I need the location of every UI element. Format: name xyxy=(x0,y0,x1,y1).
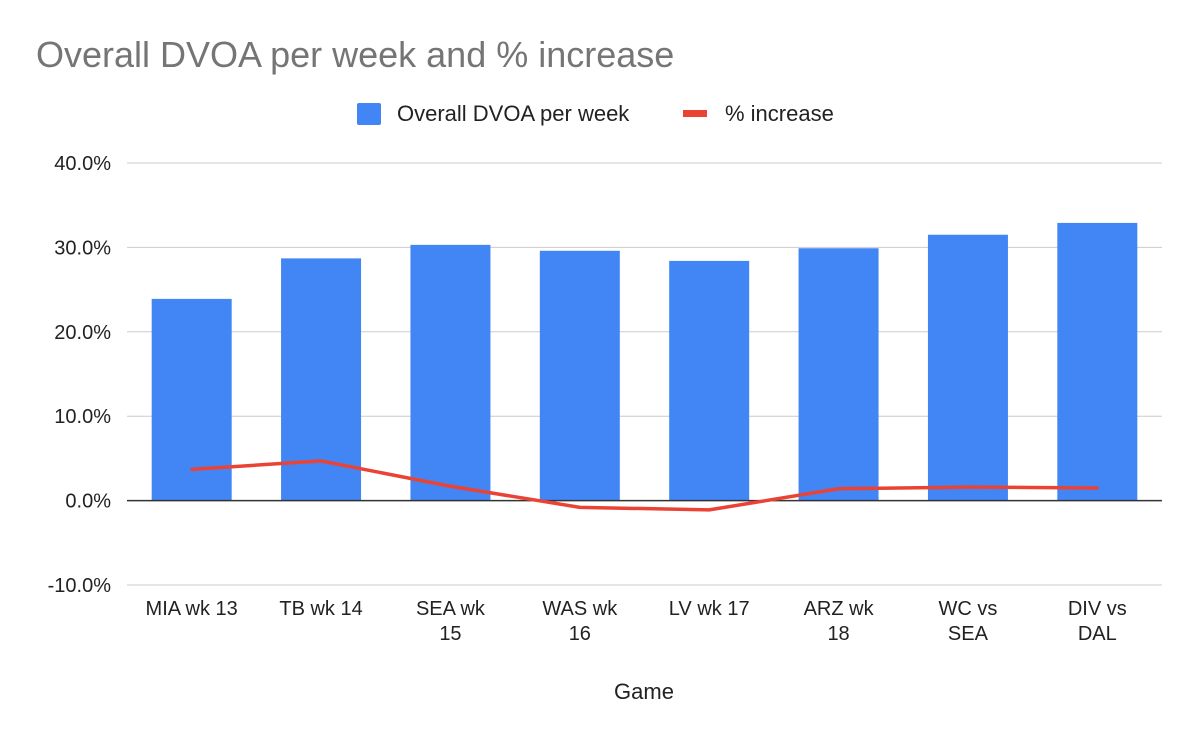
x-tick-label: ARZ wk 18 xyxy=(804,598,875,645)
x-tick-label: LV wk 17 xyxy=(669,598,750,620)
y-tick-label: 0.0% xyxy=(65,491,111,513)
bar xyxy=(927,234,1008,501)
bar-series xyxy=(151,222,1138,501)
y-tick-label: -10.0% xyxy=(48,575,112,597)
bar xyxy=(539,250,620,501)
y-tick-label: 10.0% xyxy=(54,406,111,428)
legend-swatch-bar xyxy=(357,103,381,125)
legend-label-bar: Overall DVOA per week xyxy=(397,101,630,126)
series-line xyxy=(191,459,1098,512)
y-axis-ticks: 40.0% 30.0% 20.0% 10.0% 0.0% -10.0% xyxy=(48,153,112,597)
y-tick-label: 20.0% xyxy=(54,322,111,344)
x-axis-title: Game xyxy=(614,679,674,704)
x-tick-label: TB wk 14 xyxy=(279,598,362,620)
x-tick-label: WC vs SEA xyxy=(938,598,997,645)
x-tick-label: WAS wk 16 xyxy=(542,598,618,645)
line-point xyxy=(319,459,323,463)
chart-title: Overall DVOA per week and % increase xyxy=(36,34,674,75)
bar xyxy=(410,244,491,501)
line-point xyxy=(190,467,194,471)
x-axis-ticks: MIA wk 13 TB wk 14 SEA wk 15 WAS wk 16 LV wk 1… xyxy=(146,598,1127,645)
x-tick-label: MIA wk 13 xyxy=(146,598,238,620)
legend: Overall DVOA per week % increase xyxy=(357,101,834,126)
bar xyxy=(669,260,750,501)
bar xyxy=(798,248,879,501)
line-series xyxy=(190,459,1099,512)
legend-swatch-line xyxy=(683,110,707,117)
bar xyxy=(1057,222,1138,501)
x-tick-label: DIV vs DAL xyxy=(1068,598,1127,645)
legend-label-line: % increase xyxy=(725,101,834,126)
line-point xyxy=(837,487,841,491)
line-point xyxy=(966,485,970,489)
line-point xyxy=(1095,486,1099,490)
y-tick-label: 30.0% xyxy=(54,237,111,259)
line-point xyxy=(448,484,452,488)
x-tick-label: SEA wk 15 xyxy=(416,598,486,645)
line-point xyxy=(707,508,711,512)
line-point xyxy=(578,505,582,509)
y-tick-label: 40.0% xyxy=(54,153,111,175)
